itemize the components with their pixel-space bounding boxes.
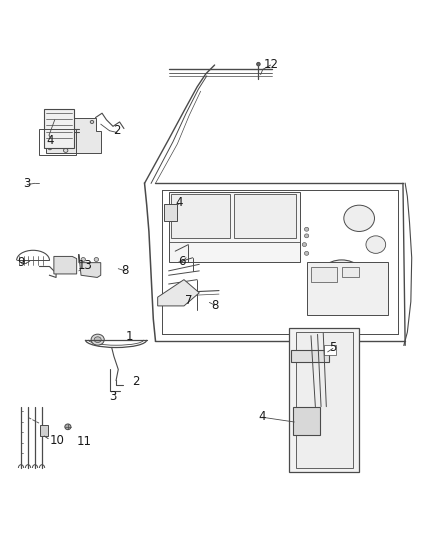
Ellipse shape — [302, 243, 307, 247]
Text: 3: 3 — [110, 390, 117, 402]
Ellipse shape — [308, 422, 314, 427]
Polygon shape — [291, 350, 328, 362]
Text: 13: 13 — [78, 259, 93, 272]
Polygon shape — [293, 407, 320, 435]
Polygon shape — [44, 109, 74, 148]
Ellipse shape — [64, 149, 68, 152]
Polygon shape — [79, 254, 101, 278]
Ellipse shape — [304, 234, 309, 238]
Ellipse shape — [171, 213, 175, 217]
Text: 10: 10 — [50, 434, 65, 447]
Ellipse shape — [70, 263, 75, 268]
Ellipse shape — [65, 424, 71, 430]
Text: 4: 4 — [175, 197, 183, 209]
Text: 4: 4 — [46, 134, 54, 147]
Ellipse shape — [81, 257, 85, 262]
Text: 7: 7 — [184, 294, 192, 306]
Bar — [324, 345, 336, 355]
Ellipse shape — [298, 414, 307, 422]
Ellipse shape — [166, 206, 171, 211]
Text: 6: 6 — [178, 255, 186, 268]
Ellipse shape — [307, 354, 312, 358]
Text: 4: 4 — [258, 410, 266, 423]
Ellipse shape — [91, 334, 104, 345]
Text: 2: 2 — [113, 124, 121, 137]
Bar — [311, 266, 337, 282]
Text: 2: 2 — [132, 375, 140, 387]
Text: 9: 9 — [17, 256, 25, 270]
Text: 3: 3 — [24, 177, 31, 190]
Ellipse shape — [296, 354, 300, 358]
Polygon shape — [158, 280, 199, 306]
Ellipse shape — [94, 257, 99, 262]
Bar — [164, 204, 177, 221]
Ellipse shape — [344, 205, 374, 231]
Text: 8: 8 — [211, 298, 218, 312]
Text: 8: 8 — [122, 264, 129, 277]
Ellipse shape — [90, 120, 94, 124]
Ellipse shape — [315, 260, 368, 308]
Bar — [40, 425, 48, 436]
Polygon shape — [54, 256, 77, 274]
Ellipse shape — [48, 147, 52, 150]
Polygon shape — [46, 118, 101, 152]
Text: 12: 12 — [263, 58, 278, 71]
Ellipse shape — [257, 62, 260, 66]
Polygon shape — [169, 192, 300, 262]
Polygon shape — [289, 328, 359, 472]
Ellipse shape — [304, 227, 309, 231]
Ellipse shape — [94, 337, 101, 343]
Bar — [234, 194, 296, 238]
Text: 11: 11 — [77, 435, 92, 448]
Ellipse shape — [304, 252, 309, 255]
Bar — [56, 260, 72, 270]
Bar — [307, 262, 388, 314]
Ellipse shape — [58, 144, 63, 148]
Ellipse shape — [319, 354, 323, 358]
Ellipse shape — [366, 236, 385, 253]
Bar — [296, 332, 353, 468]
Text: 5: 5 — [329, 341, 336, 354]
Text: 1: 1 — [125, 330, 133, 343]
Bar — [171, 194, 230, 238]
Bar — [342, 266, 359, 278]
